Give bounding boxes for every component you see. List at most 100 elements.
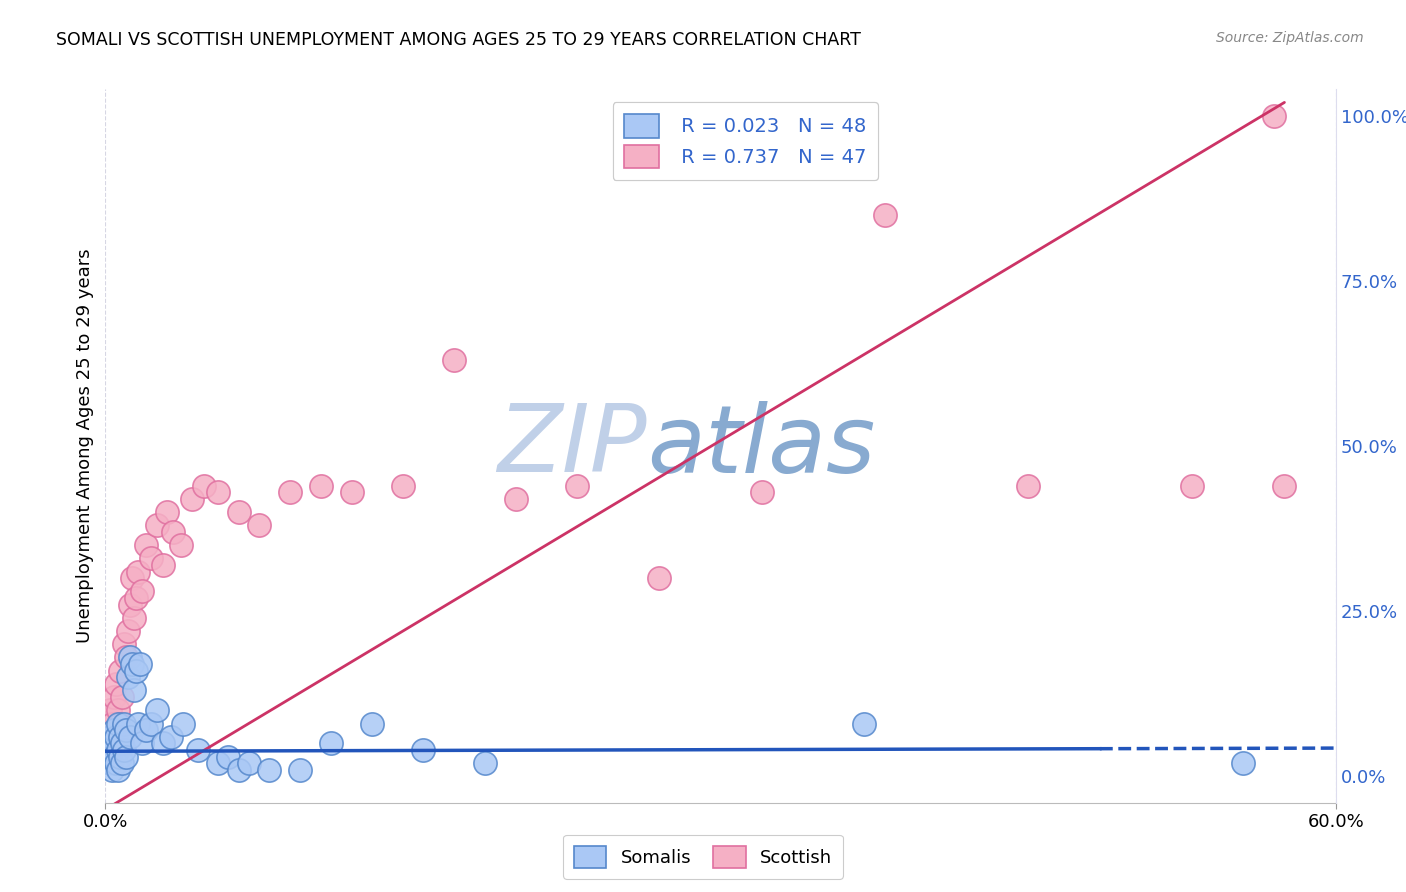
Point (100, 763, 122, 777)
Point (104, 756, 127, 771)
Point (108, 716, 131, 731)
Point (751, 485, 773, 500)
Point (115, 723, 138, 738)
Point (117, 624, 139, 638)
Point (648, 571, 671, 585)
Point (180, 491, 202, 506)
Point (170, 538, 193, 552)
Point (309, 478, 332, 492)
Point (115, 749, 138, 764)
Point (139, 551, 162, 566)
Point (152, 558, 174, 572)
Point (139, 716, 162, 731)
Point (228, 505, 250, 519)
Point (117, 670, 139, 684)
Point (98, 703, 121, 717)
Y-axis label: Unemployment Among Ages 25 to 29 years: Unemployment Among Ages 25 to 29 years (76, 249, 94, 643)
Point (474, 756, 496, 771)
Point (127, 716, 149, 731)
Point (152, 736, 174, 750)
Point (1274, 478, 1296, 492)
Point (340, 485, 363, 500)
Text: Source: ZipAtlas.com: Source: ZipAtlas.com (1216, 31, 1364, 45)
Point (121, 657, 143, 671)
Point (172, 716, 194, 731)
Point (125, 664, 148, 678)
Point (443, 353, 465, 368)
Point (1017, 478, 1039, 492)
Point (108, 730, 131, 744)
Point (104, 730, 127, 744)
Point (565, 478, 588, 492)
Point (100, 743, 122, 757)
Point (96, 743, 118, 757)
Point (187, 743, 209, 757)
Point (103, 723, 125, 738)
Point (228, 763, 250, 777)
Legend:  R = 0.023   N = 48,  R = 0.737   N = 47: R = 0.023 N = 48, R = 0.737 N = 47 (613, 103, 877, 180)
Point (207, 485, 229, 500)
Point (412, 743, 434, 757)
Point (107, 716, 129, 731)
Point (104, 730, 127, 744)
Point (120, 650, 141, 665)
Text: ZIP: ZIP (498, 401, 647, 491)
Point (207, 756, 229, 771)
Point (505, 491, 527, 506)
Point (120, 730, 141, 744)
Point (107, 763, 129, 777)
Point (112, 743, 135, 757)
Point (238, 756, 260, 771)
Point (108, 664, 131, 678)
Point (873, 208, 896, 222)
Point (125, 591, 148, 605)
Point (218, 749, 240, 764)
Point (122, 611, 145, 625)
Point (135, 723, 157, 738)
Point (145, 518, 167, 533)
Point (100, 736, 122, 750)
Point (121, 571, 143, 585)
Point (391, 478, 413, 492)
Point (129, 657, 152, 671)
Point (112, 716, 135, 731)
Point (120, 598, 141, 612)
Point (1232, 756, 1254, 771)
Point (104, 677, 127, 691)
Point (107, 743, 129, 757)
Point (100, 716, 122, 731)
Point (278, 485, 301, 500)
Point (103, 749, 125, 764)
Point (131, 584, 153, 599)
Point (1181, 478, 1204, 492)
Point (127, 565, 149, 579)
Point (103, 690, 125, 704)
Point (193, 478, 215, 492)
Point (319, 736, 342, 750)
Legend: Somalis, Scottish: Somalis, Scottish (562, 835, 844, 879)
Point (108, 749, 131, 764)
Point (111, 736, 134, 750)
Point (107, 703, 129, 717)
Point (162, 524, 184, 539)
Point (131, 736, 153, 750)
Point (145, 703, 167, 717)
Point (115, 650, 138, 665)
Point (111, 690, 134, 704)
Point (111, 756, 134, 771)
Text: atlas: atlas (647, 401, 875, 491)
Point (853, 716, 876, 731)
Text: SOMALI VS SCOTTISH UNEMPLOYMENT AMONG AGES 25 TO 29 YEARS CORRELATION CHART: SOMALI VS SCOTTISH UNEMPLOYMENT AMONG AG… (56, 31, 860, 49)
Point (96, 736, 118, 750)
Point (247, 518, 270, 533)
Point (290, 763, 312, 777)
Point (160, 730, 183, 744)
Point (98, 749, 121, 764)
Point (122, 683, 145, 698)
Point (98, 730, 121, 744)
Point (112, 637, 135, 651)
Point (135, 538, 157, 552)
Point (361, 716, 384, 731)
Point (1263, 109, 1285, 123)
Point (98, 756, 121, 771)
